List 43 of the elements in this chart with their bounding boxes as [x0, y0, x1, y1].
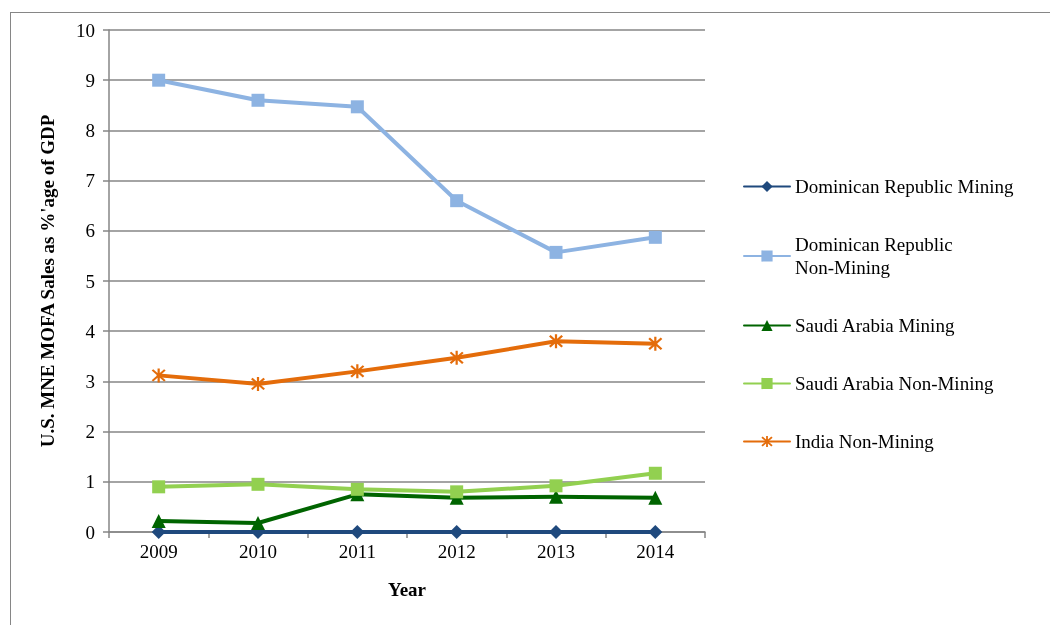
point — [549, 479, 563, 493]
point — [251, 93, 265, 107]
point — [450, 194, 464, 208]
point — [152, 480, 166, 494]
point — [251, 477, 265, 491]
point — [648, 525, 663, 539]
x-tick-label: 2013 — [537, 541, 575, 562]
point — [350, 525, 365, 539]
x-tick-label: 2014 — [636, 541, 675, 562]
y-tick-label: 8 — [85, 119, 95, 141]
x-axis-title: Year — [388, 579, 427, 600]
y-tick-label: 10 — [76, 19, 95, 41]
y-tick-label: 6 — [85, 220, 95, 242]
x-tick-label: 2009 — [139, 541, 178, 562]
point — [449, 525, 464, 539]
y-tick-label: 3 — [85, 370, 95, 392]
legend-label: Saudi Arabia Mining — [795, 315, 955, 336]
y-tick-label: 4 — [85, 320, 96, 342]
point — [549, 245, 563, 259]
point — [648, 230, 662, 244]
legend-label: India Non-Mining — [795, 431, 935, 452]
x-tick-label: 2012 — [437, 541, 476, 562]
point — [648, 490, 663, 505]
y-tick-label: 9 — [85, 69, 95, 91]
legend-label: Dominican Republic Non-Mining — [795, 234, 958, 278]
y-tick-label: 0 — [85, 521, 95, 543]
y-axis-title: U.S. MNE MOFA Sales as %'age of GDP — [37, 114, 58, 448]
legend-label: Saudi Arabia Non-Mining — [795, 373, 994, 394]
point — [549, 525, 563, 539]
y-tick-label: 7 — [85, 170, 95, 192]
x-tick-label: 2010 — [239, 541, 277, 562]
y-tick-label: 1 — [85, 471, 95, 493]
point — [251, 515, 265, 530]
point — [648, 466, 662, 480]
legend-label: Dominican Republic Mining — [795, 176, 1014, 197]
point — [450, 485, 464, 499]
point — [350, 100, 364, 114]
y-tick-label: 2 — [85, 421, 95, 443]
y-tick-label: 5 — [85, 270, 95, 292]
x-tick-label: 2011 — [338, 541, 376, 562]
point — [151, 513, 166, 528]
point — [350, 482, 364, 496]
point — [152, 73, 166, 87]
